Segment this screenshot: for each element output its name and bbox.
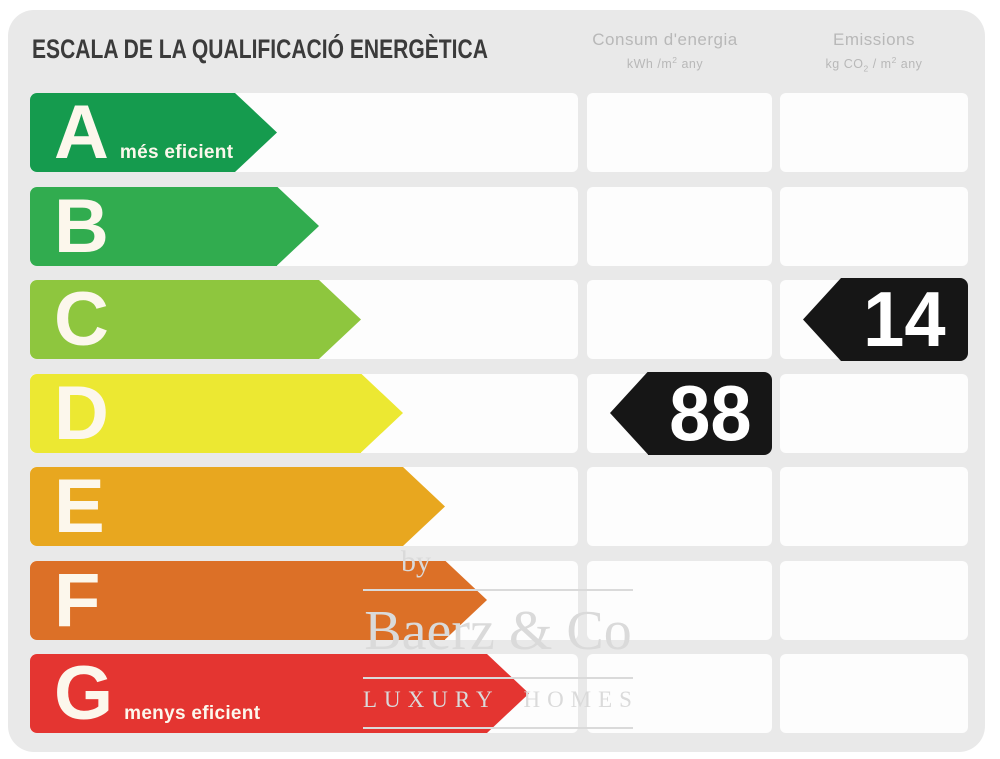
rating-arrow-f: F (30, 557, 487, 643)
watermark-by: by (401, 545, 431, 578)
cell-consum-f (587, 560, 772, 640)
arrow-body: B (30, 183, 277, 269)
page-title: ESCALA DE LA QUALIFICACIÓ ENERGÈTICA (32, 34, 488, 64)
cell-consum-c (587, 280, 772, 359)
consum-value-text: 88 (668, 371, 752, 455)
rating-arrow-d: D (30, 370, 403, 456)
rating-letter-a: A (54, 90, 109, 175)
consum-unit-suffix: any (677, 57, 704, 72)
watermark-baerz-co: by Baerz & Co LUXURY HOMES (363, 546, 633, 742)
arrow-body: C (30, 280, 319, 359)
rating-row-b: B (8, 183, 985, 269)
cell-emissions-b (780, 186, 968, 266)
emissions-value-marker: 14 (803, 278, 968, 361)
marker-arrow-left-icon (803, 278, 841, 361)
column-header-consum: Consum d'energia kWh /m2 any (565, 30, 765, 71)
arrow-body: E (30, 467, 403, 546)
arrow-head-icon (235, 93, 277, 172)
watermark-brand-name: Baerz & Co (364, 600, 632, 662)
emissions-unit-sub: 2 (863, 63, 869, 74)
emissions-unit-prefix: kg CO (825, 57, 864, 72)
consum-unit: kWh /m2 any (565, 55, 765, 71)
rating-letter-b: B (54, 183, 109, 269)
consum-title: Consum d'energia (592, 30, 738, 49)
arrow-head-icon (277, 186, 319, 266)
rating-arrow-e: E (30, 467, 445, 546)
consum-unit-prefix: kWh /m (626, 57, 673, 72)
efficiency-label-a: més eficient (119, 142, 234, 163)
emissions-title: Emissions (833, 30, 915, 49)
rating-letter-c: C (54, 277, 109, 362)
arrow-head-icon (403, 467, 445, 546)
watermark-rule-top (363, 589, 633, 591)
consum-unit-sup: 2 (672, 55, 678, 65)
watermark-tagline: LUXURY HOMES (363, 687, 639, 712)
column-header-emissions: Emissions kg CO2 / m2 any (774, 30, 974, 74)
consum-value: 88 (648, 371, 772, 455)
consum-value-marker: 88 (610, 371, 772, 455)
emissions-value: 14 (841, 278, 968, 361)
watermark-rule-bottom (363, 727, 633, 729)
cell-emissions-d (780, 373, 968, 453)
cell-consum-a (587, 93, 772, 172)
rating-row-f: F (8, 557, 985, 643)
rating-letter-f: F (54, 557, 101, 643)
cell-consum-e (587, 467, 772, 546)
marker-arrow-left-icon (610, 371, 648, 455)
cell-emissions-f (780, 560, 968, 640)
rating-letter-e: E (54, 464, 105, 549)
cell-emissions-a (780, 93, 968, 172)
emissions-unit: kg CO2 / m2 any (774, 55, 974, 74)
rating-row-c: C 14 (8, 278, 985, 361)
watermark-rule-middle (363, 677, 633, 679)
cell-emissions-g (780, 654, 968, 733)
rating-letter-d: D (54, 370, 109, 456)
emissions-unit-sup: 2 (891, 55, 897, 65)
arrow-body: F (30, 557, 445, 643)
rating-arrow-b: B (30, 183, 319, 269)
arrow-head-icon (361, 373, 403, 453)
efficiency-label-g: menys eficient (124, 703, 261, 724)
cell-emissions-e (780, 467, 968, 546)
rating-row-e: E (8, 467, 985, 546)
rating-arrow-c: C (30, 280, 361, 359)
emissions-unit-mid: / m (868, 57, 892, 72)
cell-consum-b (587, 186, 772, 266)
cell-consum-g (587, 654, 772, 733)
energy-scale-panel: ESCALA DE LA QUALIFICACIÓ ENERGÈTICA Con… (8, 10, 985, 752)
arrow-body: D (30, 370, 361, 456)
emissions-value-text: 14 (863, 278, 946, 361)
emissions-unit-suffix: any (896, 57, 923, 72)
rating-row-d: D 88 (8, 370, 985, 456)
rating-letter-g: G (54, 651, 114, 736)
arrow-head-icon (319, 280, 361, 359)
